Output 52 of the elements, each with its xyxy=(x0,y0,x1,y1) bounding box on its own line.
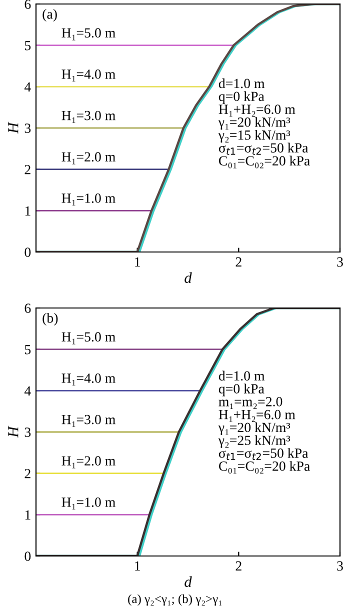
text: (a) γ₂<γ₁; (b) γ₂>γ₁ xyxy=(128,594,222,606)
y-tick-label: 3 xyxy=(24,124,31,133)
series-label: H₁=3.0 m xyxy=(62,110,116,123)
annotation: H₁+H₂=6.0 m xyxy=(218,410,296,422)
x-tick-label: 1 xyxy=(135,257,140,266)
y-tick-label: 2 xyxy=(24,468,30,478)
y-tick-label: 0 xyxy=(24,248,31,257)
series-label: H₁=1.0 m xyxy=(62,498,116,510)
y-tick-label: 1 xyxy=(25,510,30,520)
series-label: H₁=5.0 m xyxy=(62,332,116,344)
x-tick-label: 2 xyxy=(236,561,242,570)
annotation: d=1.0 m xyxy=(218,370,265,381)
series-label: H₁=4.0 m xyxy=(62,70,116,82)
annotation: d=1.0 m xyxy=(218,78,265,88)
y-tick-label: 0 xyxy=(24,552,31,561)
y-tick-label: 6 xyxy=(24,0,31,9)
series-label: H₁=5.0 m xyxy=(62,28,116,40)
series-label: H₁=4.0 m xyxy=(62,374,116,386)
series-label: H₁=2.0 m xyxy=(62,456,116,468)
annotation: C₀₁=C₀₂=20 kPa xyxy=(218,461,310,474)
y-tick-label: 2 xyxy=(24,164,30,174)
y-tick-label: 6 xyxy=(24,304,31,313)
y-tick-label: 1 xyxy=(25,206,30,216)
annotation: q=0 kPa xyxy=(218,384,264,396)
x-axis-title: d xyxy=(184,576,192,587)
chart-title: (a) xyxy=(42,8,57,22)
annotation: σ$_{t1}$=σ$_{t2}$=50 kPa xyxy=(218,448,308,460)
y-tick-label: 4 xyxy=(24,386,31,396)
y-tick-label: 5 xyxy=(25,41,31,50)
y-tick-label: 5 xyxy=(25,345,31,354)
annotation: C₀₁=C₀₂=20 kPa xyxy=(218,156,310,168)
annotation: H₁+H₂=6.0 m xyxy=(218,104,296,117)
annotation: m₁=m₂=2.0 xyxy=(218,396,282,410)
chart-title: (b) xyxy=(42,312,58,326)
x-tick-label: 1 xyxy=(135,561,140,570)
annotation: γ₂=25 kN/m³ xyxy=(218,435,290,448)
x-tick-label: 2 xyxy=(236,257,242,266)
series-label: H₁=1.0 m xyxy=(62,194,116,206)
annotation: q=0 kPa xyxy=(218,91,264,104)
annotation: σ$_{t1}$=σ$_{t2}$=50 kPa xyxy=(218,142,308,155)
annotation: γ₁=20 kN/m³ xyxy=(218,117,290,130)
annotation: γ₁=20 kN/m³ xyxy=(218,422,290,435)
series-label: H₁=2.0 m xyxy=(62,152,116,164)
y-axis-title: H xyxy=(8,426,18,438)
y-tick-label: 4 xyxy=(24,82,31,92)
series-label: H₁=3.0 m xyxy=(62,414,116,427)
x-axis-title: d xyxy=(184,272,192,283)
y-tick-label: 3 xyxy=(24,428,31,437)
x-tick-label: 3 xyxy=(337,257,343,267)
x-tick-label: 3 xyxy=(337,561,343,571)
y-axis-title: H xyxy=(8,122,18,134)
annotation: γ₂=15 kN/m³ xyxy=(218,130,290,143)
